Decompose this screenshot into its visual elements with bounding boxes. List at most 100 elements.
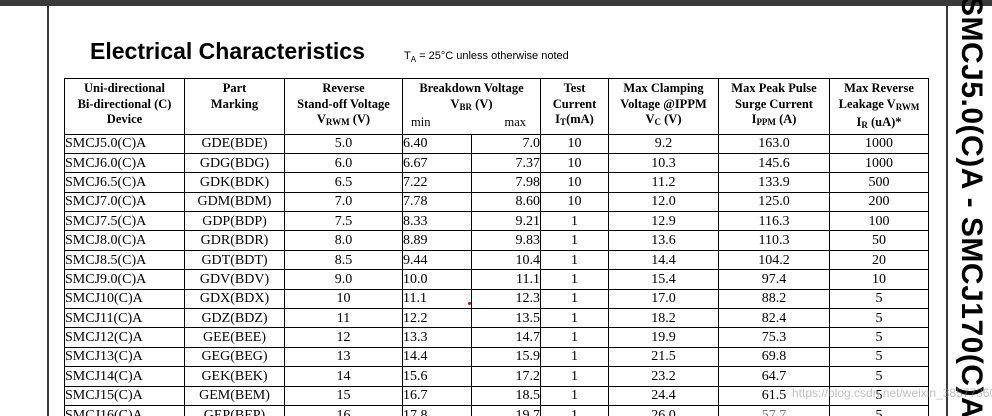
cell-reverse-leakage: 50	[829, 230, 929, 251]
header-clamping-voltage: Max Clamping Voltage @IPPM VC (V)	[608, 78, 719, 135]
cell-vrwm: 9.0	[284, 269, 403, 290]
cell-vbr-max: 7.98	[471, 172, 541, 193]
cell-device: SMCJ7.5(C)A	[64, 211, 185, 232]
cell-vrwm: 14	[284, 366, 403, 387]
cell-reverse-leakage: 10	[829, 269, 929, 290]
cell-vrwm: 8.5	[284, 249, 403, 271]
cell-vrwm: 7.0	[284, 191, 403, 213]
left-border	[47, 0, 49, 416]
cell-device: SMCJ15(C)A	[64, 385, 185, 406]
cell-vrwm: 16	[284, 404, 403, 416]
cell-vrwm: 8.0	[284, 230, 403, 251]
cell-test-current: 1	[540, 211, 609, 232]
cell-vbr-max: 10.4	[471, 249, 541, 271]
cell-vbr-min: 8.89	[402, 230, 472, 251]
cell-device: SMCJ10(C)A	[64, 288, 185, 310]
cell-clamping-voltage: 12.0	[608, 191, 719, 213]
cell-clamping-voltage: 9.2	[608, 133, 719, 154]
cell-test-current: 10	[540, 191, 609, 213]
cell-device: SMCJ16(C)A	[64, 404, 185, 416]
stray-red-dot	[468, 302, 471, 305]
cell-vbr-min: 6.67	[402, 152, 472, 174]
cell-marking: GEP(BEP)	[184, 404, 285, 416]
cell-device: SMCJ7.0(C)A	[64, 191, 185, 213]
cell-peak-pulse-current: 145.6	[718, 152, 830, 174]
cell-reverse-leakage: 5	[829, 404, 929, 416]
cell-peak-pulse-current: 116.3	[718, 211, 830, 232]
table-header-row: Uni-directional Bi-directional (C) Devic…	[64, 78, 929, 135]
top-border	[0, 0, 992, 6]
cell-marking: GEG(BEG)	[184, 346, 285, 368]
cell-vrwm: 6.0	[284, 152, 403, 174]
cell-clamping-voltage: 17.0	[608, 288, 719, 310]
cell-reverse-leakage: 5	[829, 366, 929, 387]
table-row: SMCJ15(C)A GEM(BEM) 15 16.7 18.5 1 24.4 61.5 5	[64, 385, 929, 406]
cell-marking: GDX(BDX)	[184, 288, 285, 310]
right-border	[946, 0, 948, 416]
cell-peak-pulse-current: 69.8	[718, 346, 830, 368]
cell-reverse-leakage: 5	[829, 346, 929, 368]
cell-clamping-voltage: 13.6	[608, 230, 719, 251]
cell-peak-pulse-current: 88.2	[718, 288, 830, 310]
table-row: SMCJ11(C)A GDZ(BDZ) 11 12.2 13.5 1 18.2 82.4 5	[64, 308, 929, 329]
cell-vbr-max: 12.3	[471, 288, 541, 310]
table-row: SMCJ10(C)A GDX(BDX) 10 11.1 12.3 1 17.0 88.2 5	[64, 288, 929, 310]
cell-clamping-voltage: 24.4	[608, 385, 719, 406]
table-row: SMCJ9.0(C)A GDV(BDV) 9.0 10.0 11.1 1 15.4 97.4 1…	[64, 269, 929, 290]
cell-test-current: 1	[540, 346, 609, 368]
cell-test-current: 1	[540, 249, 609, 271]
cell-vbr-max: 17.2	[471, 366, 541, 387]
watermark: https://blog.csdn.net/weixin_38577360	[792, 386, 992, 400]
cell-vbr-max: 11.1	[471, 269, 541, 290]
cell-device: SMCJ14(C)A	[64, 366, 185, 387]
cell-clamping-voltage: 15.4	[608, 269, 719, 290]
table-row: SMCJ7.0(C)A GDM(BDM) 7.0 7.78 8.60 10 12.0 125.…	[64, 191, 929, 213]
cell-clamping-voltage: 26.0	[608, 404, 719, 416]
cell-device: SMCJ5.0(C)A	[64, 133, 185, 154]
cell-reverse-leakage: 100	[829, 211, 929, 232]
cell-vrwm: 6.5	[284, 172, 403, 193]
cell-clamping-voltage: 12.9	[608, 211, 719, 232]
cell-vbr-min: 7.22	[402, 172, 472, 193]
cell-clamping-voltage: 11.2	[608, 172, 719, 193]
cell-device: SMCJ13(C)A	[64, 346, 185, 368]
cell-vbr-max: 14.7	[471, 327, 541, 348]
cell-marking: GDM(BDM)	[184, 191, 285, 213]
header-test-current: Test Current IT(mA)	[540, 78, 609, 135]
header-vbr-min: min	[411, 115, 431, 129]
cell-marking: GEK(BEK)	[184, 366, 285, 387]
cell-peak-pulse-current: 57.7	[718, 404, 830, 416]
table-row: SMCJ12(C)A GEE(BEE) 12 13.3 14.7 1 19.9 75.3 5	[64, 327, 929, 348]
cell-vbr-min: 12.2	[402, 308, 472, 329]
cell-vrwm: 11	[284, 308, 403, 329]
cell-vbr-min: 10.0	[402, 269, 472, 290]
cell-peak-pulse-current: 110.3	[718, 230, 830, 251]
cell-vbr-max: 7.0	[471, 133, 541, 154]
cell-test-current: 1	[540, 288, 609, 310]
cell-vbr-min: 15.6	[402, 366, 472, 387]
cell-vbr-max: 9.21	[471, 211, 541, 232]
cell-device: SMCJ8.0(C)A	[64, 230, 185, 251]
cell-device: SMCJ9.0(C)A	[64, 269, 185, 290]
header-vrwm: Reverse Stand-off Voltage VRWM (V)	[284, 78, 403, 135]
cell-vbr-max: 8.60	[471, 191, 541, 213]
cell-vbr-min: 16.7	[402, 385, 472, 406]
cell-marking: GDG(BDG)	[184, 152, 285, 174]
cell-vbr-max: 7.37	[471, 152, 541, 174]
table-row: SMCJ6.0(C)A GDG(BDG) 6.0 6.67 7.37 10 10.3 145.…	[64, 152, 929, 174]
table-row: SMCJ5.0(C)A GDE(BDE) 5.0 6.40 7.0 10 9.2 163.0 1…	[64, 133, 929, 154]
cell-marking: GDZ(BDZ)	[184, 308, 285, 329]
cell-test-current: 1	[540, 385, 609, 406]
cell-vbr-max: 19.7	[471, 404, 541, 416]
cell-clamping-voltage: 23.2	[608, 366, 719, 387]
cell-reverse-leakage: 500	[829, 172, 929, 193]
cell-vbr-min: 8.33	[402, 211, 472, 232]
cell-vrwm: 7.5	[284, 211, 403, 232]
cell-vrwm: 5.0	[284, 133, 403, 154]
cell-reverse-leakage: 200	[829, 191, 929, 213]
cell-clamping-voltage: 19.9	[608, 327, 719, 348]
cell-test-current: 1	[540, 327, 609, 348]
cell-vbr-max: 15.9	[471, 346, 541, 368]
cell-peak-pulse-current: 163.0	[718, 133, 830, 154]
cell-device: SMCJ8.5(C)A	[64, 249, 185, 271]
